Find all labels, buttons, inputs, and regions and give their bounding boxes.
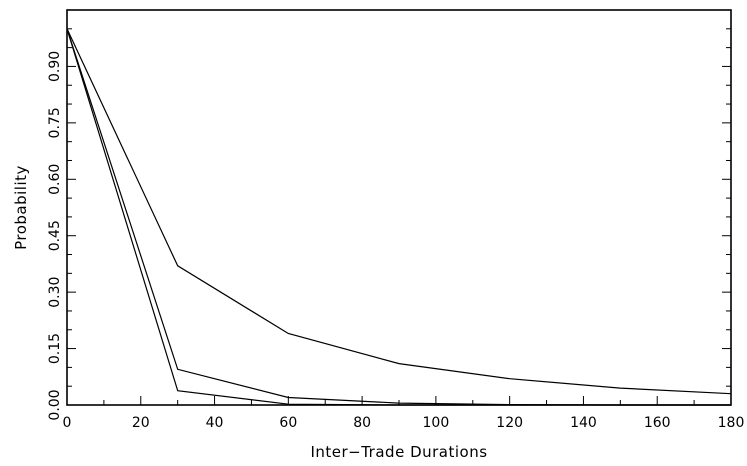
x-tick-label: 80 (353, 415, 371, 431)
series-layer (66, 28, 732, 406)
series-line-2 (66, 28, 731, 406)
plot-frame (66, 9, 732, 406)
x-tick-label: 180 (718, 415, 745, 431)
x-tick-label: 60 (279, 415, 297, 431)
x-tick-label: 140 (570, 415, 597, 431)
tick-labels-layer: 0 20 40 60 80 100 120 140 160 180 0.00 0.15 0.30 0.45… (47, 51, 744, 431)
y-tick-label: 0.00 (47, 389, 63, 420)
series-line-1 (66, 28, 732, 395)
y-tick-label: 0.45 (47, 220, 63, 251)
x-tick-label: 160 (644, 415, 671, 431)
x-tick-label: 20 (132, 415, 150, 431)
x-tick-label: 40 (206, 415, 224, 431)
ticks-layer (66, 9, 732, 406)
y-tick-label: 0.90 (47, 51, 63, 82)
y-axis-title: Probability (12, 165, 30, 250)
series-line-3 (66, 28, 731, 406)
y-tick-label: 0.75 (47, 107, 63, 138)
x-axis-title: Inter−Trade Durations (310, 443, 487, 461)
y-tick-label: 0.30 (47, 277, 63, 308)
x-tick-label: 0 (63, 415, 72, 431)
y-tick-label: 0.15 (47, 333, 63, 364)
x-tick-label: 120 (496, 415, 523, 431)
y-tick-label: 0.60 (47, 164, 63, 195)
x-tick-label: 100 (423, 415, 450, 431)
